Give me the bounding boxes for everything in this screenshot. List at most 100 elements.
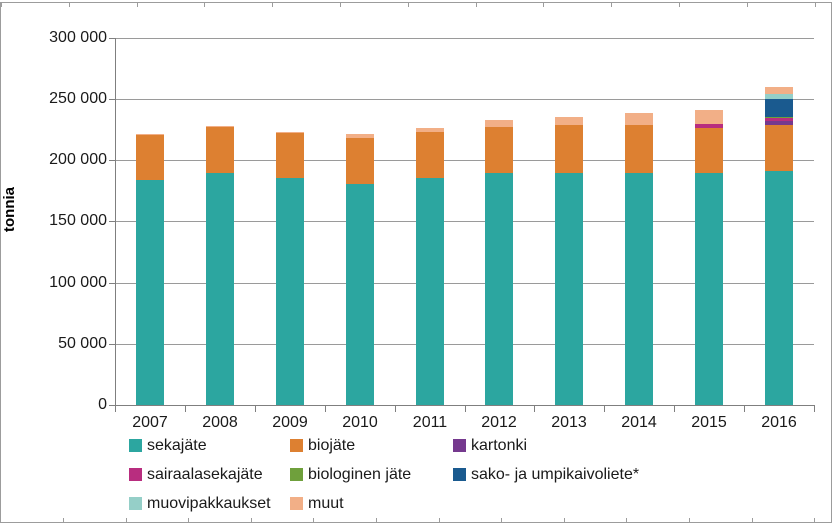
y-tick-mark	[109, 221, 115, 222]
x-tick-mark	[185, 406, 186, 412]
x-tick-label: 2014	[621, 414, 657, 431]
bar-segment-sekaj-te	[485, 173, 513, 405]
sheet-column-tick	[340, 3, 341, 7]
legend-label: sairaalasekajäte	[147, 466, 263, 483]
gridline	[115, 99, 814, 100]
x-tick-label: 2011	[412, 414, 448, 431]
x-tick-mark	[325, 406, 326, 412]
gridline	[115, 344, 814, 345]
x-tick-mark	[115, 406, 116, 412]
bar-segment-muut	[276, 131, 304, 134]
y-tick-label: 200 000	[49, 151, 107, 168]
x-tick-label: 2007	[132, 414, 168, 431]
legend-label: biojäte	[308, 437, 356, 454]
bar-segment-sekaj-te	[416, 178, 444, 405]
bar-segment-sekaj-te	[695, 173, 723, 405]
bar-segment-biologinen-j-te	[765, 117, 793, 119]
y-tick-label: 150 000	[49, 212, 107, 229]
legend-label: biologinen jäte	[308, 466, 412, 483]
sheet-column-tick	[689, 518, 690, 522]
sheet-column-tick	[815, 3, 816, 7]
sheet-column-tick	[313, 518, 314, 522]
bar-segment-bioj-te	[765, 124, 793, 172]
x-tick-mark	[255, 406, 256, 412]
gridline	[115, 160, 814, 161]
sheet-column-tick	[408, 3, 409, 7]
bar-segment-bioj-te	[416, 131, 444, 178]
x-tick-mark	[744, 406, 745, 412]
bar-segment-sairaalasekaj-te	[765, 117, 793, 122]
y-tick-label: 50 000	[58, 335, 107, 352]
x-tick-mark	[534, 406, 535, 412]
sheet-column-tick	[626, 518, 627, 522]
sheet-column-tick	[376, 518, 377, 522]
sheet-column-tick	[543, 3, 544, 7]
y-tick-mark	[109, 344, 115, 345]
sheet-column-tick	[611, 3, 612, 7]
gridline	[115, 283, 814, 284]
y-tick-mark	[109, 283, 115, 284]
sheet-top-border	[0, 2, 832, 3]
sheet-column-tick	[204, 3, 205, 7]
bar-segment-sekaj-te	[276, 178, 304, 405]
bar-segment-muut	[625, 113, 653, 125]
bar-segment-muut	[416, 127, 444, 132]
sheet-column-tick	[137, 3, 138, 7]
y-tick-mark	[109, 160, 115, 161]
x-tick-label: 2016	[761, 414, 797, 431]
legend-swatch	[290, 468, 303, 481]
y-tick-mark	[109, 38, 115, 39]
x-tick-label: 2015	[691, 414, 727, 431]
sheet-column-tick	[679, 3, 680, 7]
legend-label: sako- ja umpikaivoliete*	[471, 466, 640, 483]
legend-label: kartonki	[471, 437, 528, 454]
bar-segment-bioj-te	[346, 138, 374, 184]
bar-segment-bioj-te	[276, 133, 304, 179]
sheet-column-tick	[752, 518, 753, 522]
y-tick-label: 0	[98, 396, 107, 413]
legend-swatch	[129, 468, 142, 481]
bar-segment-muut	[555, 116, 583, 125]
sheet-column-tick	[188, 518, 189, 522]
bar-segment-bioj-te	[485, 127, 513, 174]
gridline	[115, 221, 814, 222]
bar-segment-sako-ja-umpikaivoliete-	[765, 98, 793, 118]
bar-segment-muovipakkaukset	[765, 94, 793, 99]
x-tick-mark	[395, 406, 396, 412]
legend-label: sekajäte	[147, 437, 207, 454]
sheet-bottom-border	[0, 522, 832, 523]
sheet-column-tick	[272, 3, 273, 7]
bar-segment-muut	[695, 110, 723, 124]
bar-segment-sairaalasekaj-te	[695, 123, 723, 128]
legend-swatch	[129, 497, 142, 510]
x-tick-mark	[814, 406, 815, 412]
x-tick-mark	[465, 406, 466, 412]
y-tick-label: 250 000	[49, 90, 107, 107]
bar-segment-sekaj-te	[625, 173, 653, 405]
sheet-column-tick	[126, 518, 127, 522]
bar-segment-bioj-te	[136, 135, 164, 180]
legend-label: muovipakkaukset	[147, 495, 271, 512]
bar-segment-muut	[206, 125, 234, 128]
legend-swatch	[453, 439, 466, 452]
x-tick-label: 2008	[202, 414, 238, 431]
sheet-column-tick	[476, 3, 477, 7]
x-tick-label: 2010	[342, 414, 378, 431]
sheet-column-tick	[747, 3, 748, 7]
bar-segment-bioj-te	[206, 127, 234, 174]
bar-segment-sekaj-te	[555, 172, 583, 405]
sheet-column-tick	[1, 3, 2, 7]
legend-swatch	[290, 439, 303, 452]
sheet-column-tick	[69, 3, 70, 7]
x-axis-line	[115, 405, 815, 406]
bar-segment-bioj-te	[695, 127, 723, 174]
legend-swatch	[453, 468, 466, 481]
sheet-column-tick	[501, 518, 502, 522]
y-axis-line	[115, 38, 116, 406]
bar-segment-sekaj-te	[136, 179, 164, 405]
bar-segment-muut	[346, 134, 374, 139]
x-tick-mark	[674, 406, 675, 412]
x-tick-label: 2009	[272, 414, 308, 431]
bar-segment-sekaj-te	[206, 173, 234, 405]
